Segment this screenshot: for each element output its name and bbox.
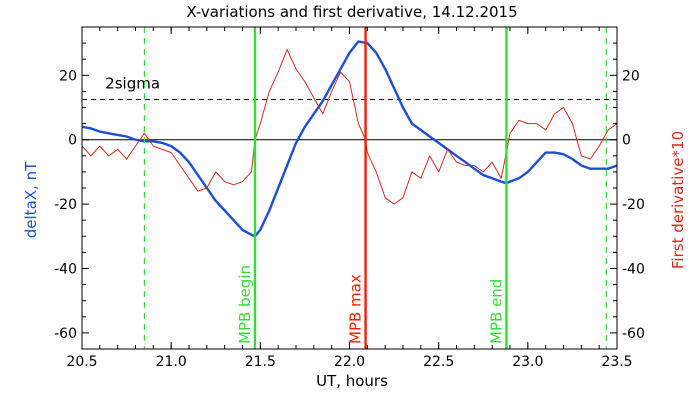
x-tick-label: 21.0: [156, 354, 187, 370]
vertical-marker-label-4: MPB end: [487, 279, 505, 344]
y-axis-label-left: deltaX, nT: [22, 161, 40, 238]
y-tick-label-right: -40: [622, 262, 645, 278]
y-tick-label-right: -20: [622, 197, 645, 213]
y-tick-label-left: -40: [54, 262, 77, 278]
x-tick-label: 20.5: [66, 354, 97, 370]
y-axis-label-right: First derivative*10: [669, 131, 687, 269]
y-tick-label-right: 20: [622, 68, 640, 84]
x-axis-label: UT, hours: [316, 372, 388, 390]
x-tick-label: 23.5: [601, 354, 632, 370]
x-tick-label: 23.0: [512, 354, 543, 370]
vertical-marker-label-2: MPB begin: [236, 265, 254, 344]
reference-line-label-2sigma: 2sigma: [105, 74, 160, 92]
series-line-deltax: [82, 40, 617, 238]
y-tick-label-right: -60: [622, 326, 645, 342]
x-tick-label: 22.5: [423, 354, 454, 370]
vertical-marker-label-3: MPB max: [347, 274, 365, 344]
y-tick-label-left: 20: [59, 68, 77, 84]
plot-area: 2sigma MPB begin MPB max MPB end 20.5 21.0 21.…: [54, 26, 645, 370]
y-tick-label-right: 0: [622, 133, 631, 149]
y-tick-label-left: -60: [54, 326, 77, 342]
y-tick-label-left: 0: [68, 133, 77, 149]
y-tick-label-left: -20: [54, 197, 77, 213]
x-tick-label: 21.5: [245, 354, 276, 370]
chart-title: X-variations and first derivative, 14.12…: [186, 3, 517, 21]
series-line-derivative: [82, 49, 617, 205]
x-tick-label: 22.0: [334, 354, 365, 370]
